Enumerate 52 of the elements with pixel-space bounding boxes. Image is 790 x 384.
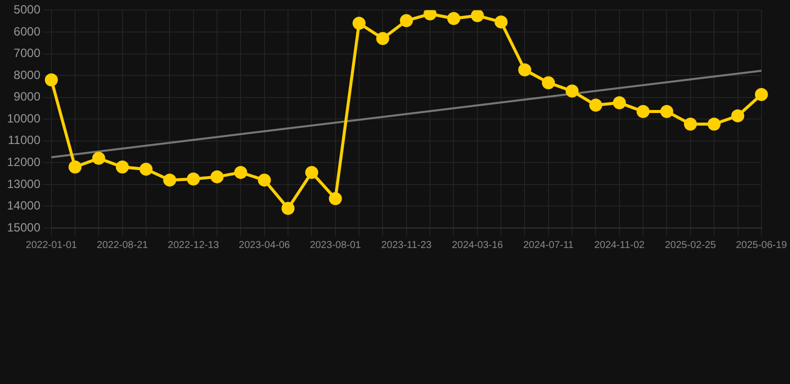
x-tick-label: 2024-07-11	[523, 240, 574, 251]
point	[68, 160, 82, 174]
point	[684, 118, 697, 131]
point	[328, 192, 342, 206]
point	[376, 32, 390, 46]
x-tick-label: 2023-08-01	[310, 240, 362, 251]
point	[708, 118, 721, 131]
x-tick-label: 2024-11-02	[594, 240, 646, 251]
y-tick-label: 5000	[14, 2, 41, 17]
point	[566, 84, 579, 98]
point	[589, 98, 602, 112]
point	[660, 104, 674, 118]
y-tick-label: 9000	[14, 90, 41, 104]
y-tick-label: 6000	[14, 24, 41, 38]
y-tick-label: 15000	[6, 220, 41, 234]
point	[210, 170, 224, 184]
point	[352, 16, 366, 30]
y-tick-label: 11000	[8, 133, 41, 148]
point	[400, 14, 413, 28]
point	[447, 12, 460, 25]
y-tick-label: 14000	[6, 198, 41, 213]
point	[731, 109, 744, 122]
point	[494, 15, 508, 28]
x-tick-label: 2025-06-19	[736, 240, 788, 251]
y-tick-label: 13000	[6, 176, 41, 191]
point	[754, 88, 768, 101]
point	[92, 152, 106, 165]
point	[424, 10, 437, 20]
point	[258, 174, 271, 187]
point	[305, 166, 318, 179]
point	[542, 76, 555, 90]
x-tick-label: 2024-03-16	[452, 240, 504, 251]
x-tick-label: 2022-08-21	[96, 240, 148, 251]
y-tick-label: 10000	[6, 111, 41, 126]
y-tick-label: 8000	[14, 68, 41, 82]
point	[518, 63, 532, 76]
point	[470, 10, 484, 22]
y-tick-label: 7000	[14, 46, 41, 60]
point	[186, 172, 200, 186]
point	[234, 166, 248, 179]
point	[116, 160, 129, 174]
point	[282, 202, 295, 215]
x-tick-label: 2022-01-01	[26, 240, 78, 251]
point	[636, 104, 650, 118]
x-tick-label: 2025-02-25	[664, 240, 716, 251]
x-tick-label: 2023-11-23	[381, 240, 432, 251]
point	[612, 96, 626, 110]
y-tick-label: 12000	[6, 154, 41, 169]
x-tick-label: 2023-04-06	[238, 240, 290, 251]
point	[140, 162, 153, 176]
point	[163, 174, 176, 187]
x-tick-label: 2022-12-13	[168, 240, 220, 251]
